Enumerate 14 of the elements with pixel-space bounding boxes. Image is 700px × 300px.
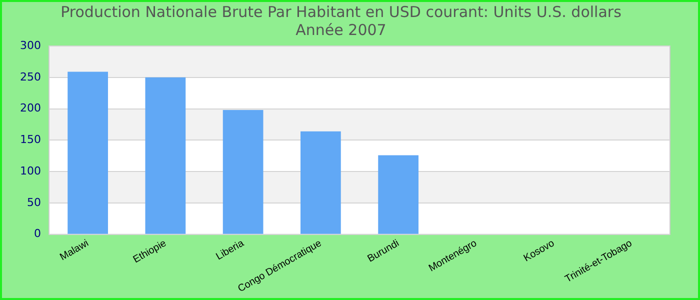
bar <box>222 110 264 234</box>
y-tick-label: 150 <box>20 133 41 146</box>
bar <box>300 131 341 234</box>
bar <box>378 155 418 234</box>
y-tick-label: 250 <box>20 70 41 84</box>
chart-title: Production Nationale Brute Par Habitant en USD courant: Units U.S. dollars <box>60 2 622 21</box>
chart-subtitle: Année 2007 <box>296 20 386 39</box>
bar <box>68 72 108 234</box>
y-tick-label: 50 <box>26 196 41 209</box>
y-tick-label: 300 <box>20 38 41 52</box>
y-tick-label: 100 <box>20 164 41 178</box>
y-tick-label: 0 <box>34 227 41 240</box>
y-tick-label: 200 <box>20 102 41 115</box>
bar <box>145 77 186 234</box>
